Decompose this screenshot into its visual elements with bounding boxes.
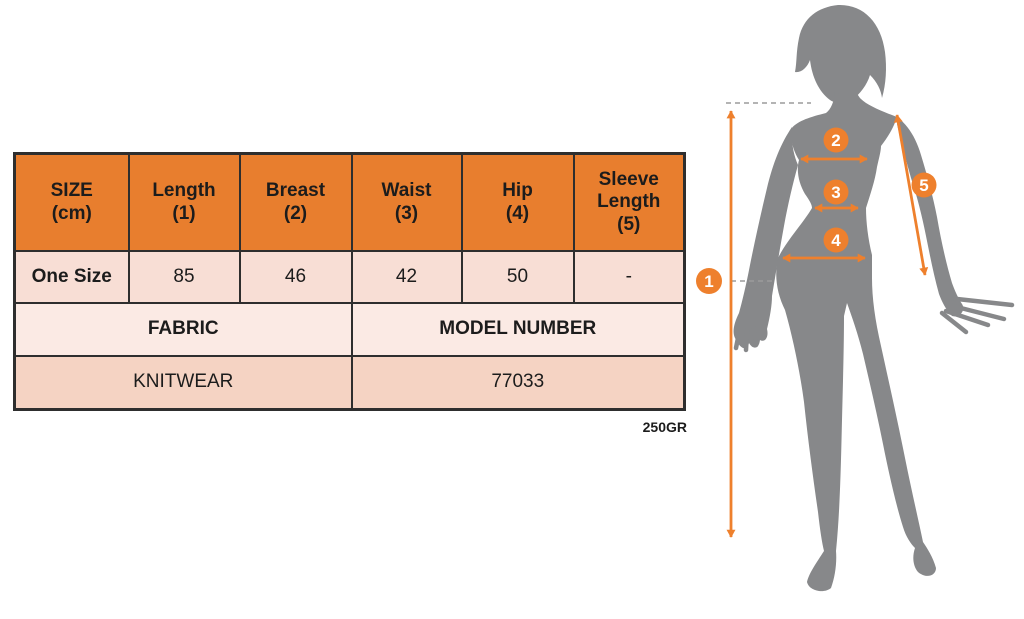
cell-breast: 46: [238, 250, 353, 304]
marker-circle-1: 1: [696, 268, 722, 294]
header-sleeve-length: Sleeve Length (5): [572, 152, 686, 252]
header-hip: Hip (4): [460, 152, 575, 252]
svg-text:2: 2: [831, 131, 840, 150]
silhouette-right-arm: [897, 117, 964, 317]
header-size: SIZE (cm): [13, 152, 130, 252]
body-measurement-figure: 1 2 3 4 5: [690, 0, 1024, 619]
sleeve-length-arrow: [893, 114, 929, 276]
svg-text:4: 4: [831, 231, 841, 250]
marker-circle-4: 4: [823, 227, 849, 253]
size-table-value-row: One Size 85 46 42 50 -: [13, 250, 686, 304]
fabric-value-cell: KNITWEAR: [13, 355, 353, 411]
info-header-row: FABRIC MODEL NUMBER: [13, 302, 686, 357]
model-number-header-cell: MODEL NUMBER: [350, 302, 686, 357]
measurement-figure-svg: 1 2 3 4 5: [696, 4, 1015, 592]
woman-silhouette: [733, 4, 1015, 592]
model-number-value-cell: 77033: [350, 355, 686, 411]
header-breast: Breast (2): [238, 152, 353, 252]
cell-length: 85: [127, 250, 241, 304]
measurement-markers: 1 2 3 4 5: [696, 127, 937, 294]
fabric-header-cell: FABRIC: [13, 302, 353, 357]
cell-waist: 42: [350, 250, 463, 304]
silhouette-body: [776, 92, 936, 592]
right-hand-fingers: [939, 295, 1015, 335]
header-length: Length (1): [127, 152, 241, 252]
size-table: SIZE (cm) Length (1) Breast (2) Waist (3…: [13, 152, 686, 411]
marker-circle-3: 3: [823, 179, 849, 205]
cell-size-name: One Size: [13, 250, 130, 304]
svg-text:3: 3: [831, 183, 840, 202]
cell-hip: 50: [460, 250, 575, 304]
header-waist: Waist (3): [350, 152, 463, 252]
svg-text:5: 5: [919, 176, 928, 195]
left-hand-fingers: [733, 325, 759, 353]
reference-dashed-lines: [726, 102, 811, 282]
silhouette-left-arm: [733, 127, 798, 349]
size-table-header-row: SIZE (cm) Length (1) Breast (2) Waist (3…: [13, 152, 686, 252]
marker-circle-2: 2: [823, 127, 849, 153]
marker-circle-5: 5: [911, 172, 937, 198]
svg-text:1: 1: [704, 272, 713, 291]
cell-sleeve-length: -: [572, 250, 686, 304]
weight-note: 250GR: [642, 419, 687, 435]
measurement-arrows: [726, 110, 929, 538]
info-value-row: KNITWEAR 77033: [13, 355, 686, 411]
silhouette-head: [795, 4, 886, 103]
